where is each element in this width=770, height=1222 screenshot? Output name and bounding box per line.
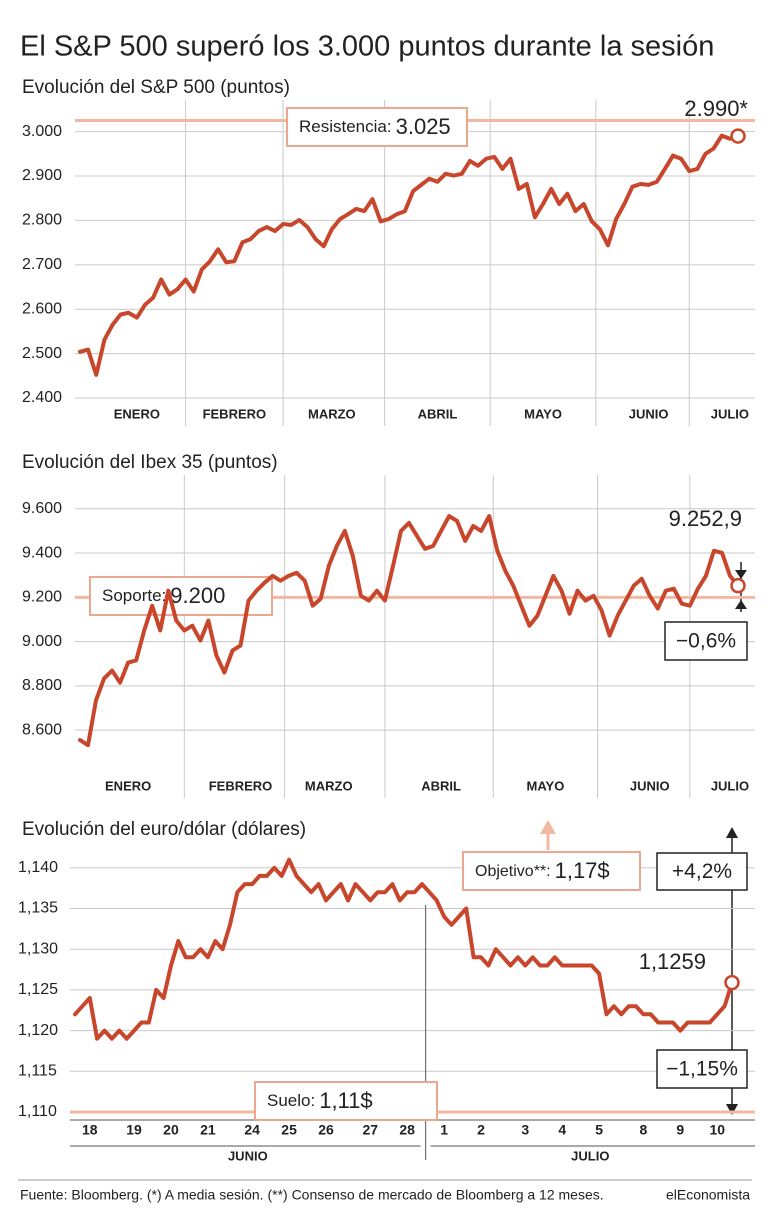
- y-tick-label: 1,125: [18, 981, 58, 998]
- change-label: +4,2%: [672, 860, 732, 883]
- last-value-label: 2.990*: [684, 96, 748, 121]
- y-tick-label: 1,115: [18, 1063, 57, 1080]
- arrow-head: [540, 820, 556, 834]
- box-label: Soporte: 9.200: [102, 583, 225, 608]
- page-title: El S&P 500 superó los 3.000 puntos duran…: [20, 31, 714, 63]
- y-tick-label: 8.800: [22, 677, 62, 694]
- label-box: [462, 851, 641, 891]
- y-tick-label: 1,110: [18, 1103, 57, 1120]
- x-tick-label: 10: [709, 1122, 725, 1138]
- y-tick-label: 1,130: [18, 940, 58, 957]
- change-box: [656, 1049, 748, 1089]
- x-tick-label: JULIO: [711, 778, 749, 793]
- x-tick-label: FEBRERO: [209, 778, 273, 793]
- data-line: [78, 514, 740, 748]
- y-tick-label: 1,140: [18, 859, 58, 876]
- y-tick-label: 8.600: [22, 721, 62, 738]
- y-tick-label: 2.600: [22, 300, 62, 317]
- x-tick-label: 26: [318, 1122, 334, 1138]
- x-tick-label: 2: [477, 1122, 485, 1138]
- box-label-value: 1,11$: [319, 1088, 372, 1113]
- x-tick-label: MARZO: [308, 406, 356, 421]
- x-tick-label: 25: [281, 1122, 297, 1138]
- x-tick-label: MAYO: [524, 406, 562, 421]
- x-tick-label: ABRIL: [418, 406, 458, 421]
- x-tick-label: MAYO: [527, 778, 565, 793]
- last-value-label: 1,1259: [639, 949, 706, 974]
- last-value-label: 9.252,9: [669, 506, 742, 531]
- y-tick-label: 9.000: [22, 633, 62, 650]
- x-tick-label: MARZO: [305, 778, 353, 793]
- x-tick-label: 19: [126, 1122, 142, 1138]
- x-tick-label: 8: [640, 1122, 648, 1138]
- data-line: [78, 133, 740, 377]
- x-tick-label: 5: [595, 1122, 603, 1138]
- box-label: Objetivo**: 1,17$: [475, 858, 610, 883]
- chart-subtitle: Evolución del euro/dólar (dólares): [22, 819, 306, 840]
- last-point: [730, 577, 746, 594]
- change-label: −1,15%: [666, 1058, 738, 1081]
- y-tick-label: 2.900: [22, 167, 62, 184]
- source: Fuente: Bloomberg. (*) A media sesión. (…: [20, 1187, 604, 1203]
- x-tick-label: 4: [558, 1122, 566, 1138]
- y-tick-label: 1,135: [18, 900, 58, 917]
- x-tick-label: JULIO: [711, 406, 749, 421]
- x-tick-label: ENERO: [105, 778, 151, 793]
- x-tick-label: 1: [440, 1122, 448, 1138]
- y-tick-label: 2.700: [22, 256, 62, 273]
- box-label-value: 9.200: [170, 583, 225, 608]
- box-label: Resistencia: 3.025: [299, 114, 451, 139]
- box-label-text: Resistencia:: [299, 117, 392, 136]
- x-tick-label: FEBRERO: [203, 406, 267, 421]
- x-tick-label: 18: [82, 1122, 98, 1138]
- y-tick-label: 2.400: [22, 389, 62, 406]
- arrow-head: [735, 570, 747, 579]
- arrow-head: [735, 600, 747, 609]
- box-label-text: Objetivo**:: [475, 863, 551, 880]
- x-tick-label: 3: [521, 1122, 529, 1138]
- y-tick-label: 2.800: [22, 212, 62, 229]
- change-box: [664, 621, 748, 661]
- change-box: [656, 852, 748, 891]
- label-box: [286, 107, 468, 147]
- y-tick-label: 2.500: [22, 345, 62, 362]
- x-tick-label: 9: [676, 1122, 684, 1138]
- label-box: [254, 1081, 438, 1121]
- x-tick-label: 24: [244, 1122, 260, 1138]
- last-point: [724, 974, 740, 991]
- data-line: [73, 857, 734, 1041]
- box-label: Suelo: 1,11$: [267, 1088, 373, 1113]
- box-label-text: Soporte:: [102, 586, 166, 605]
- x-tick-label: JUNIO: [630, 778, 670, 793]
- brand: elEconomista: [666, 1187, 750, 1203]
- group-label: JULIO: [571, 1148, 609, 1163]
- y-tick-label: 3.000: [22, 123, 62, 140]
- x-tick-label: 20: [163, 1122, 179, 1138]
- label-box: [89, 576, 273, 616]
- y-tick-label: 1,120: [18, 1022, 58, 1039]
- box-label-value: 1,17$: [555, 858, 610, 883]
- arrow-head: [726, 1104, 738, 1115]
- x-tick-label: ABRIL: [421, 778, 461, 793]
- last-point: [730, 128, 746, 144]
- chart-subtitle: Evolución del S&P 500 (puntos): [22, 77, 290, 98]
- y-tick-label: 9.400: [22, 544, 62, 561]
- x-tick-label: 28: [399, 1122, 415, 1138]
- x-tick-label: 21: [200, 1122, 216, 1138]
- group-label: JUNIO: [228, 1148, 268, 1163]
- arrow-head: [726, 827, 738, 838]
- box-label-value: 3.025: [396, 114, 451, 139]
- x-tick-label: JUNIO: [629, 406, 669, 421]
- x-tick-label: 27: [362, 1122, 378, 1138]
- y-tick-label: 9.200: [22, 589, 62, 606]
- x-tick-label: ENERO: [114, 406, 160, 421]
- y-tick-label: 9.600: [22, 500, 62, 517]
- chart-subtitle: Evolución del Ibex 35 (puntos): [22, 452, 278, 473]
- box-label-text: Suelo:: [267, 1091, 315, 1110]
- change-label: −0,6%: [676, 630, 736, 653]
